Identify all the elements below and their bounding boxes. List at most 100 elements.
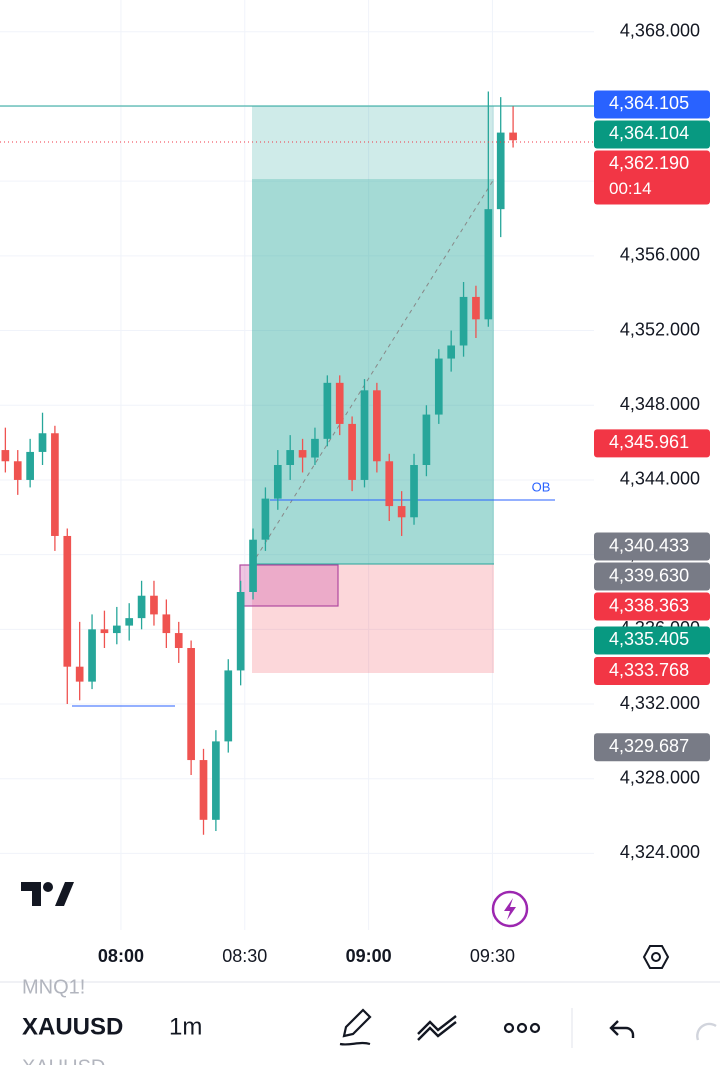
candle-body — [13, 461, 22, 480]
previous-symbol: MNQ1! — [22, 976, 85, 998]
candle-body — [496, 132, 505, 210]
draw-button[interactable] — [339, 1008, 372, 1046]
logo — [21, 882, 74, 906]
candle-body — [335, 382, 344, 424]
y-tick-label: 4,348.000 — [620, 394, 700, 414]
price-label-box — [594, 562, 710, 591]
price-label-box — [594, 626, 710, 655]
candle-body — [63, 535, 72, 667]
price-label-text: 4,329.687 — [609, 736, 689, 756]
price-label-box — [594, 90, 710, 119]
price-label: 4,340.433 — [594, 532, 710, 561]
price-label-box — [594, 120, 710, 149]
price-label: 4,345.961 — [594, 429, 710, 458]
candle-body — [224, 670, 233, 742]
drawings — [0, 91, 594, 835]
candle-body — [410, 465, 418, 518]
candle-body — [249, 539, 257, 592]
price-label-text: 4,362.190 — [609, 153, 689, 173]
ob-label: OB — [532, 479, 551, 494]
price-label-box — [594, 532, 710, 561]
price-label-text: 4,364.105 — [609, 93, 689, 113]
candle-body — [298, 450, 307, 458]
candle-body — [472, 296, 480, 320]
y-tick-label: 4,356.000 — [620, 245, 700, 265]
interval[interactable]: 1m — [169, 1013, 202, 1040]
countdown: 00:14 — [609, 179, 652, 198]
price-label-box — [594, 429, 710, 458]
symbol[interactable]: XAUUSD — [22, 1013, 123, 1040]
price-label: 4,362.190 00:14 — [594, 150, 710, 205]
candle-body — [360, 390, 369, 480]
price-label-box — [594, 657, 710, 686]
price-label-text: 4,335.405 — [609, 629, 689, 649]
candle-body — [311, 438, 319, 458]
price-label: 4,333.768 — [594, 657, 710, 686]
candle-body — [422, 414, 431, 465]
redo-button[interactable] — [696, 1022, 717, 1041]
candle-body — [236, 591, 245, 671]
candle-body — [509, 132, 517, 141]
x-tick-label: 08:30 — [222, 946, 267, 966]
candle-body — [174, 633, 183, 649]
settings-button[interactable] — [642, 945, 670, 969]
candle-body — [75, 666, 84, 682]
price-label: 4,329.687 — [594, 733, 710, 762]
candle-body — [447, 345, 456, 359]
candle-body — [150, 595, 158, 615]
candle-body — [1, 450, 10, 462]
y-tick-label: 4,324.000 — [620, 842, 700, 862]
price-label: 4,339.630 — [594, 562, 710, 591]
candle-body — [38, 433, 47, 452]
next-symbol: XAUUSD — [22, 1056, 105, 1065]
indicators-button[interactable] — [417, 1015, 457, 1041]
x-tick-label: 09:30 — [470, 946, 515, 966]
y-tick-label: 4,344.000 — [620, 469, 700, 489]
candle-body — [100, 629, 109, 634]
price-label-text: 4,364.104 — [609, 123, 689, 143]
y-tick-label: 4,332.000 — [620, 693, 700, 713]
price-label: 4,364.105 — [594, 90, 710, 119]
candle-body — [484, 209, 493, 320]
price-label-text: 4,339.630 — [609, 565, 689, 585]
y-tick-label: 4,368.000 — [620, 20, 700, 40]
candle-body — [212, 741, 220, 820]
candle-body — [459, 296, 468, 346]
price-label-text: 4,340.433 — [609, 535, 689, 555]
x-tick-label: 09:00 — [346, 946, 392, 966]
candle-body — [434, 358, 443, 415]
candles — [1, 91, 517, 835]
candle-body — [385, 461, 394, 507]
lightning-button[interactable] — [491, 890, 529, 928]
x-tick-label: 08:00 — [98, 946, 144, 966]
undo-button[interactable] — [609, 1020, 635, 1038]
price-label-text: 4,333.768 — [609, 660, 689, 680]
candle-body — [125, 618, 134, 626]
candle-body — [348, 423, 356, 480]
price-scale: 4,324.0004,328.0004,332.0004,336.0004,34… — [594, 20, 710, 862]
price-label-box — [594, 733, 710, 762]
price-label: 4,338.363 — [594, 592, 710, 621]
candle-body — [137, 595, 146, 619]
candle-body — [51, 433, 59, 536]
more-button[interactable] — [503, 1022, 541, 1034]
stop-zone — [252, 564, 494, 673]
candle-body — [397, 506, 406, 518]
candle-body — [162, 614, 171, 634]
price-label-text: 4,338.363 — [609, 595, 689, 615]
y-tick-label: 4,352.000 — [620, 319, 700, 339]
price-label-box — [594, 592, 710, 621]
candle-body — [88, 629, 96, 682]
candle-body — [187, 648, 195, 761]
price-label: 4,364.104 — [594, 120, 710, 149]
price-label-box — [594, 150, 710, 205]
candle-body — [199, 760, 208, 820]
candle-body — [373, 390, 381, 462]
price-label: 4,335.405 — [594, 626, 710, 655]
candle-body — [26, 451, 34, 480]
candle-body — [286, 450, 295, 465]
candle-body — [112, 625, 121, 634]
candle-body — [323, 382, 332, 439]
